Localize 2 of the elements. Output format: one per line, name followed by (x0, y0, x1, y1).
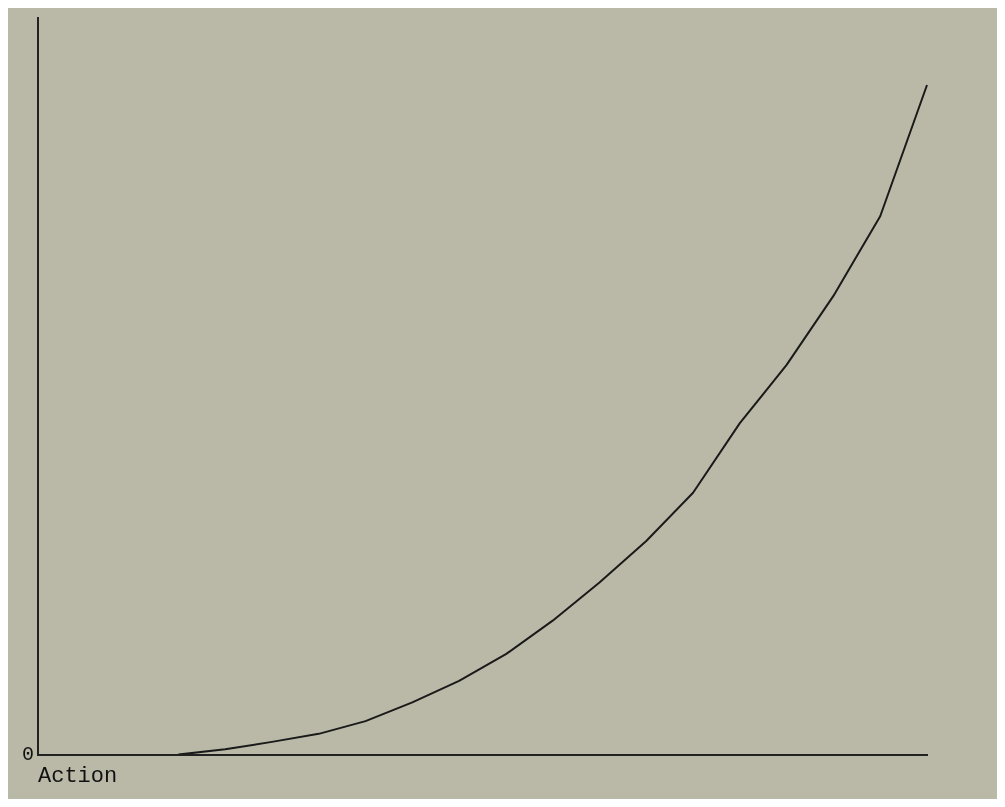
x-axis-title: Action (38, 763, 118, 789)
text: 0 (21, 742, 34, 766)
